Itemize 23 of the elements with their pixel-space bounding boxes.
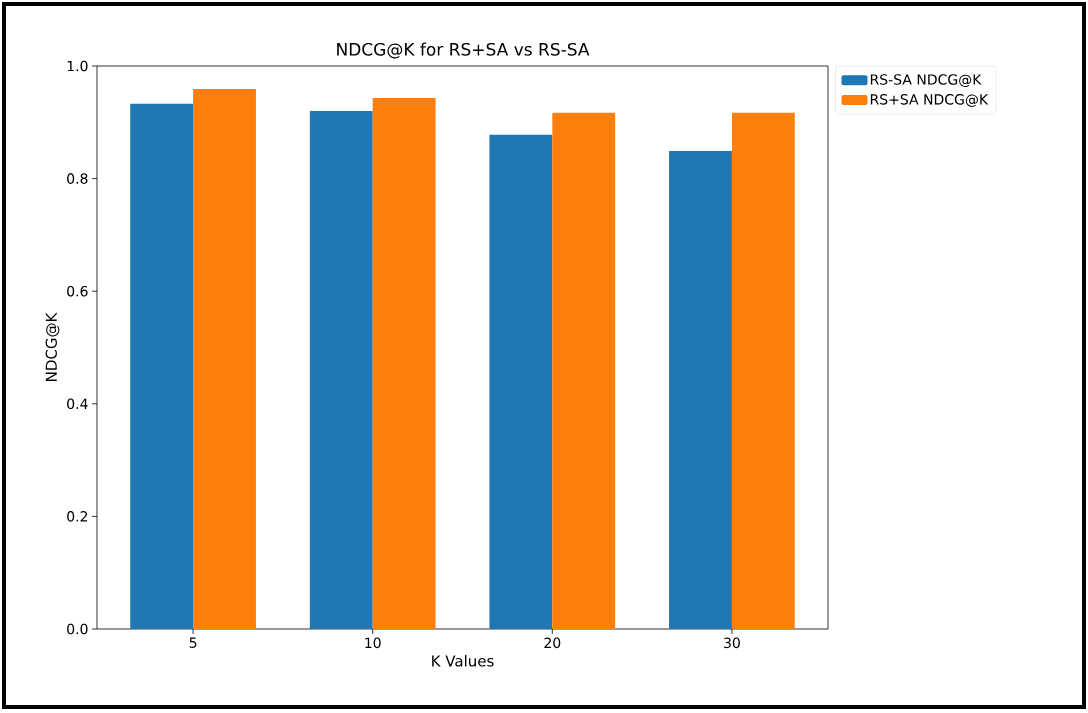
y-tick-label: 0.2 — [67, 511, 88, 522]
x-tick-label: 20 — [544, 637, 561, 649]
bar — [309, 111, 373, 629]
bar — [489, 134, 553, 629]
x-axis-title: K Values — [432, 655, 494, 667]
y-axis-title: NDCG@K — [45, 312, 60, 381]
x-tick-label: 10 — [365, 637, 381, 649]
y-tick-label: 1.0 — [67, 60, 88, 72]
legend-label: RS-SA NDCG@K — [870, 74, 982, 88]
bar — [731, 112, 795, 629]
y-tick-label: 0.4 — [67, 398, 88, 410]
bar — [193, 89, 256, 629]
chart-title: NDCG@K for RS+SA vs RS-SA — [337, 42, 590, 59]
y-tick-label: 0.0 — [67, 623, 88, 635]
y-tick-label: 0.8 — [67, 173, 88, 184]
bar — [552, 112, 616, 629]
legend-label: RS+SA NDCG@K — [870, 94, 989, 107]
bar — [669, 151, 732, 629]
bar — [130, 103, 194, 629]
bar — [372, 98, 436, 629]
x-tick-label: 30 — [724, 637, 740, 649]
y-tick-label: 0.6 — [67, 285, 88, 297]
x-tick-label: 5 — [189, 637, 197, 648]
